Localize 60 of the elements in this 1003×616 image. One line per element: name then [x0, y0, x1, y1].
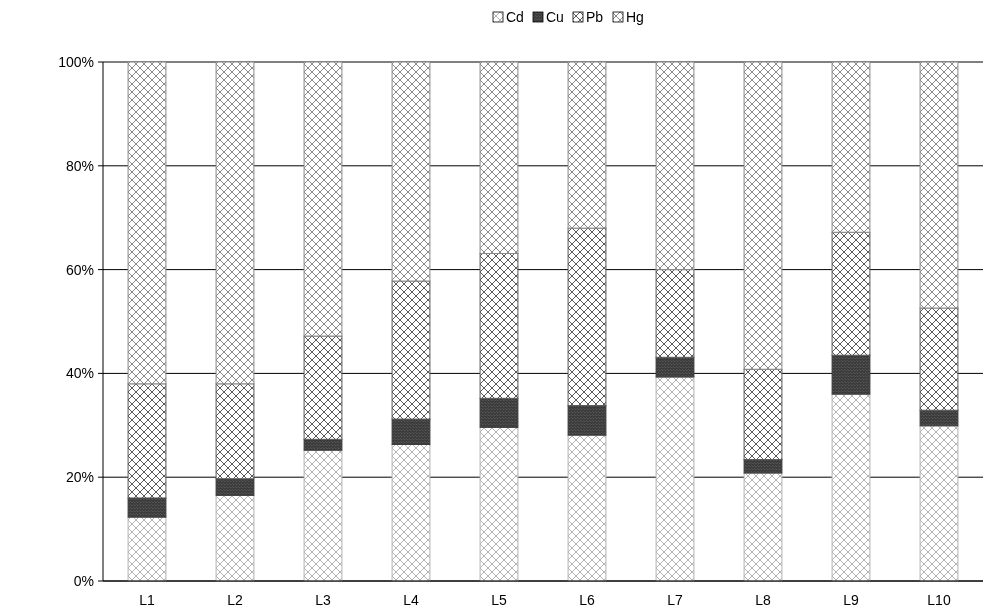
x-tick-label: L8 [755, 592, 771, 608]
bar [391, 280, 431, 420]
bar [919, 61, 959, 309]
bar [215, 383, 255, 480]
bar [919, 409, 959, 427]
bar [127, 516, 167, 582]
bar [655, 61, 695, 271]
legend-label: Cd [506, 9, 524, 25]
bar [215, 478, 255, 496]
bar [127, 383, 167, 499]
x-tick-label: L5 [491, 592, 507, 608]
bar [743, 472, 783, 582]
bar [743, 459, 783, 474]
bar [127, 61, 167, 385]
bar [303, 61, 343, 337]
x-tick-label: L3 [315, 592, 331, 608]
bar [391, 418, 431, 445]
bar [391, 61, 431, 282]
y-tick-label: 80% [65, 157, 94, 174]
bar [479, 426, 519, 582]
bar [479, 61, 519, 255]
bar [567, 434, 607, 582]
y-tick-label: 60% [65, 261, 94, 278]
bar [919, 307, 959, 411]
x-tick-label: L2 [227, 592, 243, 608]
bar [479, 397, 519, 428]
bar [919, 425, 959, 582]
bar [391, 444, 431, 582]
x-tick-label: L9 [843, 592, 859, 608]
x-tick-label: L1 [139, 592, 155, 608]
bar [567, 405, 607, 436]
bar [655, 376, 695, 582]
bar [567, 227, 607, 407]
bar [127, 497, 167, 518]
x-tick-label: L7 [667, 592, 683, 608]
bar [215, 61, 255, 385]
bar [303, 335, 343, 440]
bar [215, 494, 255, 582]
bar [567, 61, 607, 229]
bar [831, 61, 871, 233]
bar [303, 449, 343, 582]
bar [831, 393, 871, 582]
bar [831, 354, 871, 395]
y-tick-label: 20% [65, 469, 94, 486]
bar [743, 368, 783, 461]
bar [655, 356, 695, 378]
bar [831, 231, 871, 356]
y-tick-label: 100% [58, 53, 94, 70]
bar [743, 61, 783, 370]
x-tick-label: L4 [403, 592, 419, 608]
legend-label: Cu [546, 9, 564, 25]
bar [479, 253, 519, 399]
x-tick-label: L6 [579, 592, 595, 608]
y-tick-label: 0% [73, 572, 94, 589]
legend-label: Pb [586, 9, 604, 25]
bar [655, 269, 695, 358]
legend-label: Hg [626, 9, 644, 25]
x-tick-label: L10 [927, 592, 951, 608]
y-tick-label: 40% [65, 365, 94, 382]
bar [303, 438, 343, 451]
